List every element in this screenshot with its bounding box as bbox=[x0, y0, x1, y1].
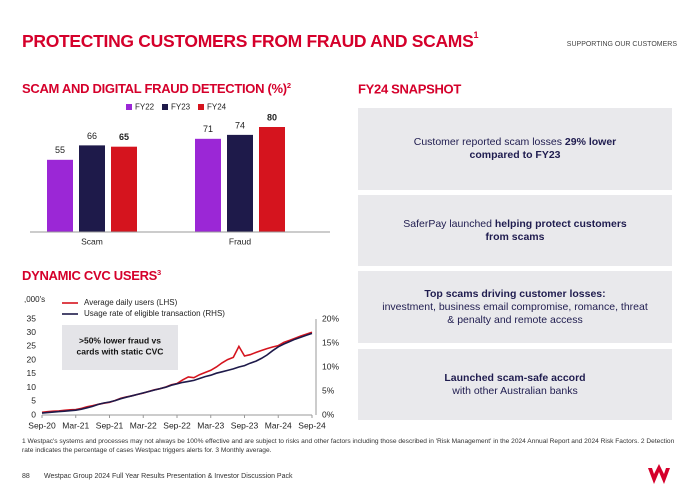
snapshot-box: SaferPay launched helping protect custom… bbox=[358, 195, 672, 266]
box-text: SaferPay launched bbox=[403, 217, 495, 230]
annotation-box bbox=[62, 325, 178, 370]
box-text: investment, business email compromise, r… bbox=[382, 300, 648, 326]
footnotes: 1 Westpac's systems and processes may no… bbox=[22, 438, 682, 455]
legend-swatch bbox=[198, 104, 204, 110]
snapshot-box: Top scams driving customer losses: invest… bbox=[358, 271, 672, 343]
y-tick-label: 20 bbox=[27, 354, 37, 364]
box-text: Customer reported scam losses bbox=[413, 136, 565, 148]
box-text: with other Australian banks bbox=[452, 384, 578, 397]
section-label: SUPPORTING OUR CUSTOMERS bbox=[567, 41, 678, 48]
line-title-text: DYNAMIC CVC USERS bbox=[22, 268, 158, 283]
x-tick-label: Mar-23 bbox=[197, 420, 224, 430]
bar bbox=[47, 159, 73, 232]
snapshot-box: Customer reported scam losses 29% lower … bbox=[358, 108, 672, 190]
legend-label: Usage rate of eligible transaction (RHS) bbox=[84, 309, 225, 318]
y-tick-label: 10 bbox=[27, 382, 37, 392]
x-tick-label: Mar-21 bbox=[62, 420, 89, 430]
data-label: 74 bbox=[235, 120, 245, 130]
line-title-note: 3 bbox=[157, 268, 161, 277]
legend-label: Average daily users (LHS) bbox=[84, 298, 178, 307]
y2-tick-label: 20% bbox=[322, 313, 339, 323]
legend-swatch bbox=[162, 104, 168, 110]
x-tick-label: Sep-21 bbox=[96, 420, 124, 430]
line-series bbox=[41, 332, 313, 414]
y2-tick-label: 10% bbox=[322, 361, 339, 371]
logo bbox=[648, 464, 670, 484]
line-chart-title: DYNAMIC CVC USERS3 bbox=[22, 268, 161, 283]
page-title-note: 1 bbox=[473, 30, 478, 40]
box-bold: helping protect customers from scams bbox=[485, 217, 627, 243]
y-tick-label: 0 bbox=[31, 409, 36, 419]
snapshot-title: FY24 SNAPSHOT bbox=[358, 81, 461, 96]
bar-title-note: 2 bbox=[287, 81, 291, 90]
data-label: 65 bbox=[119, 132, 129, 142]
y2-tick-label: 15% bbox=[322, 337, 339, 347]
y-axis-label: ,000's bbox=[24, 295, 45, 304]
snapshot-box: Launched scam-safe accord with other Aust… bbox=[358, 349, 672, 420]
data-label: 80 bbox=[267, 112, 277, 122]
y-tick-label: 25 bbox=[27, 341, 37, 351]
data-label: 71 bbox=[203, 124, 213, 134]
footer-text: Westpac Group 2024 Full Year Results Pre… bbox=[44, 473, 293, 480]
annotation: >50% lower fraud vs bbox=[79, 335, 161, 345]
legend-label: FY24 bbox=[207, 103, 227, 112]
annotation: cards with static CVC bbox=[77, 346, 164, 356]
x-tick-label: Scam bbox=[81, 236, 103, 246]
box-bold: Launched scam-safe accord bbox=[444, 371, 586, 384]
x-tick-label: Sep-23 bbox=[231, 420, 259, 430]
page-number: 88 bbox=[22, 473, 30, 480]
bar bbox=[111, 146, 137, 232]
x-tick-label: Sep-22 bbox=[163, 420, 191, 430]
y-tick-label: 5 bbox=[31, 396, 36, 406]
bar bbox=[79, 145, 105, 232]
x-tick-label: Sep-20 bbox=[28, 420, 56, 430]
bar bbox=[195, 138, 221, 232]
x-tick-label: Mar-24 bbox=[265, 420, 292, 430]
x-tick-label: Sep-24 bbox=[298, 420, 326, 430]
footnote: 1 Westpac's systems and processes may no… bbox=[22, 438, 675, 454]
bar bbox=[227, 134, 253, 232]
bar-chart-title: SCAM AND DIGITAL FRAUD DETECTION (%)2 bbox=[22, 81, 291, 96]
y2-tick-label: 5% bbox=[322, 385, 335, 395]
y-tick-label: 35 bbox=[27, 313, 37, 323]
bar-title-text: SCAM AND DIGITAL FRAUD DETECTION (%) bbox=[22, 81, 287, 96]
bar bbox=[259, 127, 285, 232]
x-tick-label: Fraud bbox=[229, 236, 251, 246]
data-label: 55 bbox=[55, 145, 65, 155]
page-title: PROTECTING CUSTOMERS FROM FRAUD AND SCAM… bbox=[22, 30, 478, 50]
box-bold: 29% lower compared to FY23 bbox=[469, 136, 617, 161]
y-tick-label: 30 bbox=[27, 327, 37, 337]
y2-tick-label: 0% bbox=[322, 409, 335, 419]
legend-swatch bbox=[126, 104, 132, 110]
data-label: 66 bbox=[87, 131, 97, 141]
legend-label: FY22 bbox=[135, 103, 155, 112]
legend-label: FY23 bbox=[171, 103, 191, 112]
box-bold: Top scams driving customer losses: bbox=[424, 287, 606, 300]
y-tick-label: 15 bbox=[27, 368, 37, 378]
x-tick-label: Mar-22 bbox=[130, 420, 157, 430]
page-title-text: PROTECTING CUSTOMERS FROM FRAUD AND SCAM… bbox=[22, 31, 473, 51]
